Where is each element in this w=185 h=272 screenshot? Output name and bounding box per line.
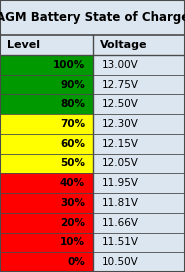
- Text: 12.30V: 12.30V: [102, 119, 139, 129]
- Bar: [92, 134, 185, 154]
- Text: 12.15V: 12.15V: [102, 139, 139, 149]
- Bar: [0, 173, 92, 193]
- Bar: [92, 213, 185, 233]
- Bar: [0, 252, 92, 272]
- Text: 50%: 50%: [60, 159, 85, 168]
- Text: 13.00V: 13.00V: [102, 60, 139, 70]
- Bar: [0, 55, 92, 75]
- Bar: [0, 193, 92, 213]
- Text: 0%: 0%: [67, 257, 85, 267]
- Bar: [92, 193, 185, 213]
- Text: 20%: 20%: [60, 218, 85, 228]
- Text: 11.66V: 11.66V: [102, 218, 139, 228]
- Bar: [92, 114, 185, 134]
- Text: 11.51V: 11.51V: [102, 237, 139, 248]
- Bar: [0, 134, 92, 154]
- Text: 80%: 80%: [60, 99, 85, 109]
- Bar: [92, 75, 185, 94]
- Bar: [0, 114, 92, 134]
- Text: 100%: 100%: [53, 60, 85, 70]
- Bar: [0, 213, 92, 233]
- Text: Level: Level: [7, 40, 40, 50]
- Text: 10%: 10%: [60, 237, 85, 248]
- Bar: [92, 173, 185, 193]
- Text: Voltage: Voltage: [100, 40, 147, 50]
- Text: 40%: 40%: [60, 178, 85, 188]
- Text: AGM Battery State of Charge: AGM Battery State of Charge: [0, 11, 185, 24]
- Text: 90%: 90%: [60, 79, 85, 89]
- Bar: [92, 233, 185, 252]
- Bar: [92, 94, 185, 114]
- Text: 12.50V: 12.50V: [102, 99, 139, 109]
- Bar: [0, 75, 92, 94]
- Bar: [92, 252, 185, 272]
- Text: 11.81V: 11.81V: [102, 198, 139, 208]
- Bar: [0, 94, 92, 114]
- Bar: [0, 154, 92, 173]
- Bar: [0, 233, 92, 252]
- Text: 12.05V: 12.05V: [102, 159, 139, 168]
- Text: 11.95V: 11.95V: [102, 178, 139, 188]
- Bar: [0, 35, 185, 55]
- Text: 12.75V: 12.75V: [102, 79, 139, 89]
- Bar: [92, 154, 185, 173]
- Text: 30%: 30%: [60, 198, 85, 208]
- Text: 60%: 60%: [60, 139, 85, 149]
- Text: 10.50V: 10.50V: [102, 257, 139, 267]
- Bar: [92, 55, 185, 75]
- Text: 70%: 70%: [60, 119, 85, 129]
